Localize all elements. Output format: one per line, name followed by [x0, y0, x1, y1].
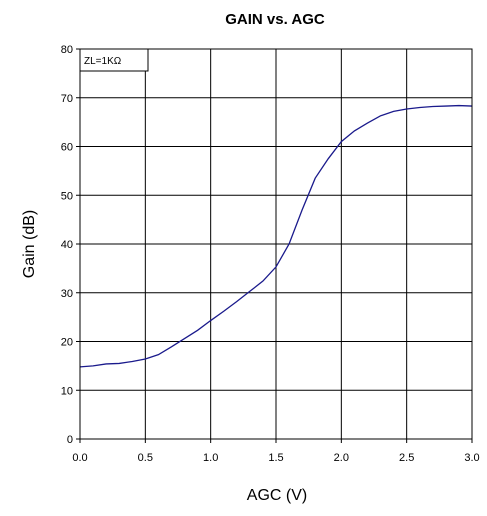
- y-tick-label: 80: [61, 44, 73, 56]
- x-tick-label: 2.5: [399, 452, 414, 464]
- x-tick-label: 2.0: [334, 452, 349, 464]
- x-tick-label: 1.5: [268, 452, 283, 464]
- tick-layer: 0 10 20 30 40 50 60 70 80 0.0 0.5 1.0 1.5 2.0 2.5 3.0: [61, 44, 480, 464]
- chart-title: GAIN vs. AGC: [225, 11, 325, 28]
- plot-frame: [79, 48, 473, 440]
- y-tick-label: 70: [61, 93, 73, 105]
- x-tick-label: 0.0: [72, 452, 87, 464]
- grid-layer: [79, 48, 473, 440]
- annotation-box: [79, 48, 149, 72]
- x-tick-label: 0.5: [138, 452, 153, 464]
- y-tick-label: 60: [61, 142, 73, 154]
- y-tick-label: 50: [61, 190, 73, 202]
- y-tick-label: 0: [67, 434, 73, 446]
- curve-layer: [79, 104, 473, 368]
- annotation-text: ZL=1KΩ: [84, 56, 122, 67]
- y-tick-label: 20: [61, 337, 73, 349]
- series-line: [79, 104, 473, 368]
- y-tick-label: 30: [61, 288, 73, 300]
- y-tick-label: 40: [61, 239, 73, 251]
- y-axis-label: Gain (dB): [21, 210, 38, 278]
- x-axis-label: AGC (V): [247, 487, 307, 504]
- x-tick-label: 3.0: [464, 452, 479, 464]
- y-tick-label: 10: [61, 385, 73, 397]
- x-tick-label: 1.0: [203, 452, 218, 464]
